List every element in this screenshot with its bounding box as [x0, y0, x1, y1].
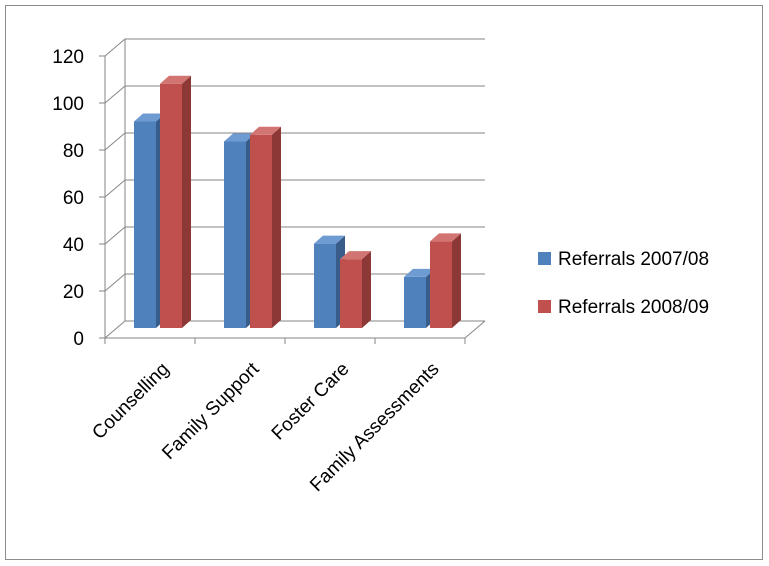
- x-category-label: Counselling: [88, 359, 173, 444]
- legend-label: Referrals 2007/08: [558, 249, 709, 270]
- y-tick-label: 40: [63, 235, 84, 256]
- bar-top: [134, 113, 165, 122]
- bar-side: [362, 251, 371, 328]
- bar-top: [430, 233, 461, 242]
- bar: [430, 241, 452, 328]
- bar-top: [224, 133, 255, 142]
- bar-side: [182, 75, 191, 328]
- legend-swatch: [538, 300, 551, 313]
- side-wall-gridline: [104, 85, 126, 104]
- side-wall-gridline: [104, 38, 126, 57]
- chart-frame: [5, 5, 763, 560]
- bar: [160, 83, 182, 328]
- y-tick-label: 80: [63, 141, 84, 162]
- bar-top: [404, 268, 435, 277]
- y-tick-label: 20: [63, 282, 84, 303]
- legend-swatch: [538, 252, 551, 265]
- y-tick-label: 100: [52, 94, 84, 115]
- y-tick-label: 0: [73, 329, 84, 350]
- floor-right-edge: [464, 320, 486, 339]
- side-wall-gridline: [104, 132, 126, 151]
- side-wall-gridline: [104, 273, 126, 292]
- bar: [224, 141, 246, 328]
- bar-top: [340, 251, 371, 260]
- y-tick-label: 60: [63, 188, 84, 209]
- side-wall-gridline: [104, 320, 126, 339]
- bar-top: [250, 126, 281, 135]
- x-category-label: Foster Care: [268, 359, 354, 445]
- legend-label: Referrals 2008/09: [558, 297, 709, 318]
- x-category-label: Family Support: [158, 358, 264, 464]
- bar-side: [272, 126, 281, 329]
- bar-top: [160, 75, 191, 84]
- bar: [134, 121, 156, 329]
- bar-side: [452, 233, 461, 328]
- bar: [340, 259, 362, 328]
- bar: [314, 243, 336, 328]
- bar: [250, 134, 272, 328]
- bar: [404, 276, 426, 328]
- side-wall-gridline: [104, 226, 126, 245]
- bar-top: [314, 235, 345, 244]
- y-tick-label: 120: [52, 47, 84, 68]
- side-wall-gridline: [104, 179, 126, 198]
